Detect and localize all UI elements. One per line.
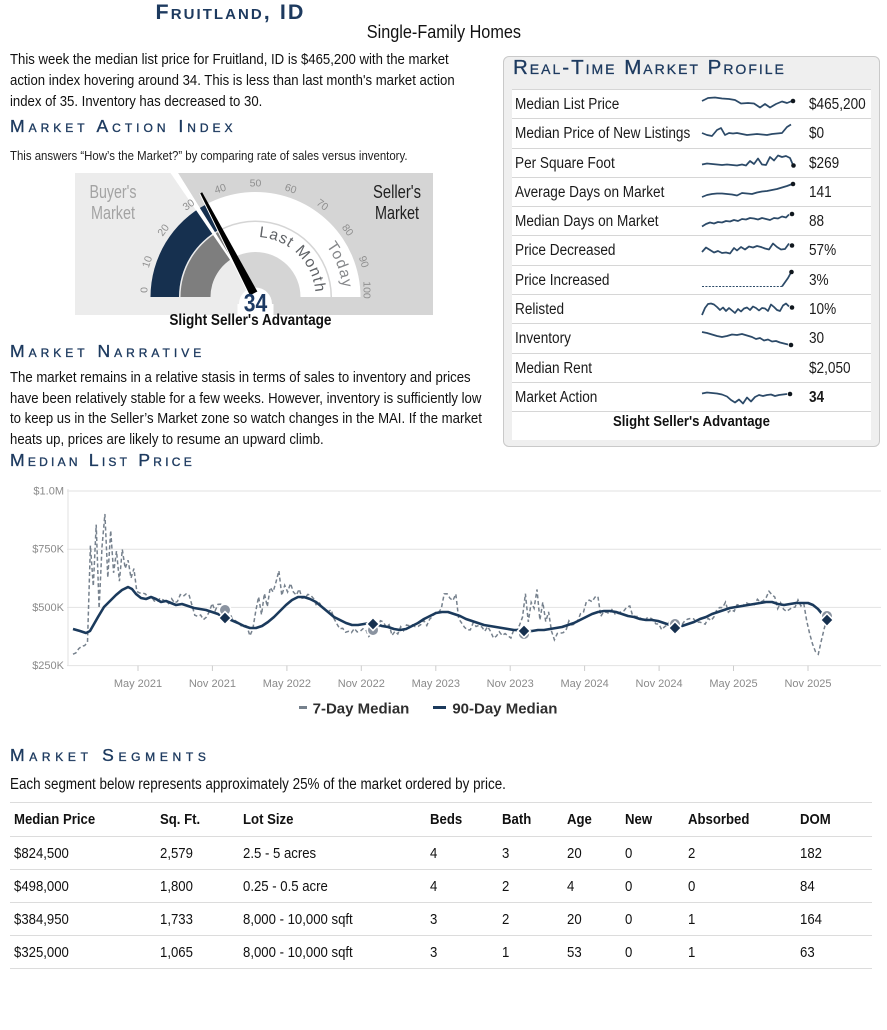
svg-text:Nov 2022: Nov 2022 [338, 678, 385, 690]
svg-text:May 2025: May 2025 [709, 678, 757, 690]
svg-text:Nov 2025: Nov 2025 [784, 678, 831, 690]
svg-text:Market: Market [375, 202, 419, 223]
svg-text:60: 60 [283, 182, 298, 197]
svg-text:Market: Market [91, 202, 135, 223]
svg-text:34: 34 [244, 290, 268, 316]
svg-text:$500K: $500K [32, 602, 64, 614]
svg-text:Buyer's: Buyer's [90, 181, 137, 202]
svg-text:Nov 2023: Nov 2023 [487, 678, 534, 690]
svg-text:May 2022: May 2022 [263, 678, 311, 690]
svg-text:Nov 2021: Nov 2021 [189, 678, 236, 690]
svg-text:50: 50 [250, 178, 262, 190]
svg-text:$250K: $250K [32, 660, 64, 672]
svg-text:90: 90 [356, 254, 371, 269]
svg-text:10: 10 [140, 254, 155, 269]
svg-text:$750K: $750K [32, 544, 64, 556]
svg-text:100: 100 [360, 281, 372, 299]
svg-text:May 2024: May 2024 [560, 678, 608, 690]
svg-text:0: 0 [139, 287, 151, 293]
svg-text:May 2023: May 2023 [412, 678, 460, 690]
svg-text:Seller's: Seller's [373, 181, 421, 202]
svg-text:$1.0M: $1.0M [33, 486, 64, 498]
svg-text:May 2021: May 2021 [114, 678, 162, 690]
svg-text:Nov 2024: Nov 2024 [636, 678, 683, 690]
svg-text:40: 40 [213, 182, 228, 197]
